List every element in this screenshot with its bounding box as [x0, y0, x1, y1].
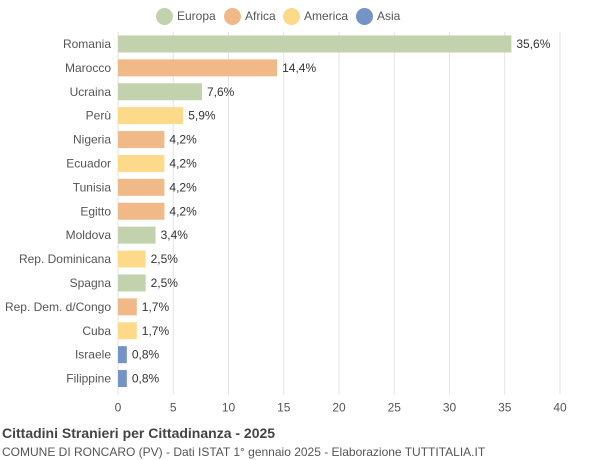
legend-swatch-europa: [156, 7, 173, 25]
bar-ucraina: [118, 83, 202, 101]
legend-item-asia: Asia: [356, 6, 400, 26]
legend-item-europa: Europa: [156, 6, 216, 26]
x-tick-label-35: 35: [498, 401, 512, 415]
category-labels: Romania Marocco Ucraina Perù Nigeria Ecuador T…: [5, 37, 111, 386]
category-label-ecuador: Ecuador: [66, 156, 111, 170]
value-label-ucraina: 7,6%: [207, 85, 235, 99]
legend-item-america: America: [283, 6, 348, 26]
bar-egitto: [118, 202, 165, 220]
category-label-marocco: Marocco: [65, 61, 111, 75]
legend: Europa Africa America Asia: [0, 6, 600, 26]
value-label-rep-dem-d-congo: 1,7%: [142, 300, 170, 314]
bar-spagna: [118, 274, 146, 292]
bar-chart: Romania Marocco Ucraina Perù Nigeria Ecuador T…: [5, 32, 567, 415]
legend-swatch-asia: [356, 7, 373, 25]
bars: [118, 35, 512, 388]
legend-swatch-africa: [224, 7, 241, 25]
bar-rep-dominicana: [118, 250, 146, 268]
value-label-moldova: 3,4%: [161, 228, 189, 242]
value-label-marocco: 14,4%: [282, 61, 316, 75]
chart-subtitle: COMUNE DI RONCARO (PV) - Dati ISTAT 1° g…: [2, 445, 486, 459]
legend-swatch-america: [283, 7, 300, 25]
x-tick-label-40: 40: [553, 401, 567, 415]
value-label-spagna: 2,5%: [151, 276, 179, 290]
category-label-tunisia: Tunisia: [73, 180, 112, 194]
chart-title: Cittadini Stranieri per Cittadinanza - 2…: [2, 425, 276, 441]
x-tick-label-25: 25: [388, 401, 402, 415]
value-labels: 35,6% 14,4% 7,6% 5,9% 4,2% 4,2% 4,2% 4,2% 3,4% 2,…: [132, 37, 551, 386]
x-axis-tick-labels: 0 5 10 15 20 25 30 35 40: [115, 401, 567, 415]
x-tick-label-5: 5: [170, 401, 177, 415]
x-tick-label-30: 30: [443, 401, 457, 415]
value-label-cuba: 1,7%: [142, 324, 170, 338]
bar-filippine: [118, 370, 127, 388]
bar-tunisia: [118, 178, 165, 196]
category-label-romania: Romania: [63, 37, 111, 51]
bar-romania: [118, 35, 512, 53]
bar-marocco: [118, 59, 278, 77]
category-label-filippine: Filippine: [66, 372, 111, 386]
legend-item-africa: Africa: [224, 6, 276, 26]
category-label-cuba: Cuba: [82, 324, 111, 338]
bar-israele: [118, 346, 127, 364]
category-label-rep-dominicana: Rep. Dominicana: [19, 252, 111, 266]
legend-label-africa: Africa: [245, 9, 276, 23]
legend-label-europa: Europa: [177, 9, 216, 23]
value-label-tunisia: 4,2%: [169, 180, 197, 194]
x-tick-label-20: 20: [332, 401, 346, 415]
value-label-filippine: 0,8%: [132, 372, 160, 386]
category-label-moldova: Moldova: [66, 228, 112, 242]
category-label-israele: Israele: [75, 348, 111, 362]
bar-cuba: [118, 322, 137, 340]
value-label-romania: 35,6%: [516, 37, 550, 51]
value-label-nigeria: 4,2%: [169, 133, 197, 147]
category-label-spagna: Spagna: [70, 276, 112, 290]
category-label-egitto: Egitto: [80, 204, 111, 218]
x-tick-label-15: 15: [277, 401, 291, 415]
x-tick-label-10: 10: [222, 401, 236, 415]
category-label-per: Perù: [86, 109, 111, 123]
legend-label-america: America: [304, 9, 349, 23]
bar-moldova: [118, 226, 156, 244]
x-tick-label-0: 0: [115, 401, 122, 415]
category-label-rep-dem-d-congo: Rep. Dem. d/Congo: [5, 300, 111, 314]
category-label-nigeria: Nigeria: [73, 133, 111, 147]
bar-rep-dem-d-congo: [118, 298, 137, 316]
bar-ecuador: [118, 154, 165, 172]
bar-nigeria: [118, 131, 165, 149]
value-label-israele: 0,8%: [132, 348, 160, 362]
legend-label-asia: Asia: [377, 9, 401, 23]
category-label-ucraina: Ucraina: [70, 85, 112, 99]
bar-per: [118, 107, 184, 125]
value-label-rep-dominicana: 2,5%: [151, 252, 179, 266]
value-label-ecuador: 4,2%: [169, 156, 197, 170]
value-label-per: 5,9%: [188, 109, 216, 123]
value-label-egitto: 4,2%: [169, 204, 197, 218]
